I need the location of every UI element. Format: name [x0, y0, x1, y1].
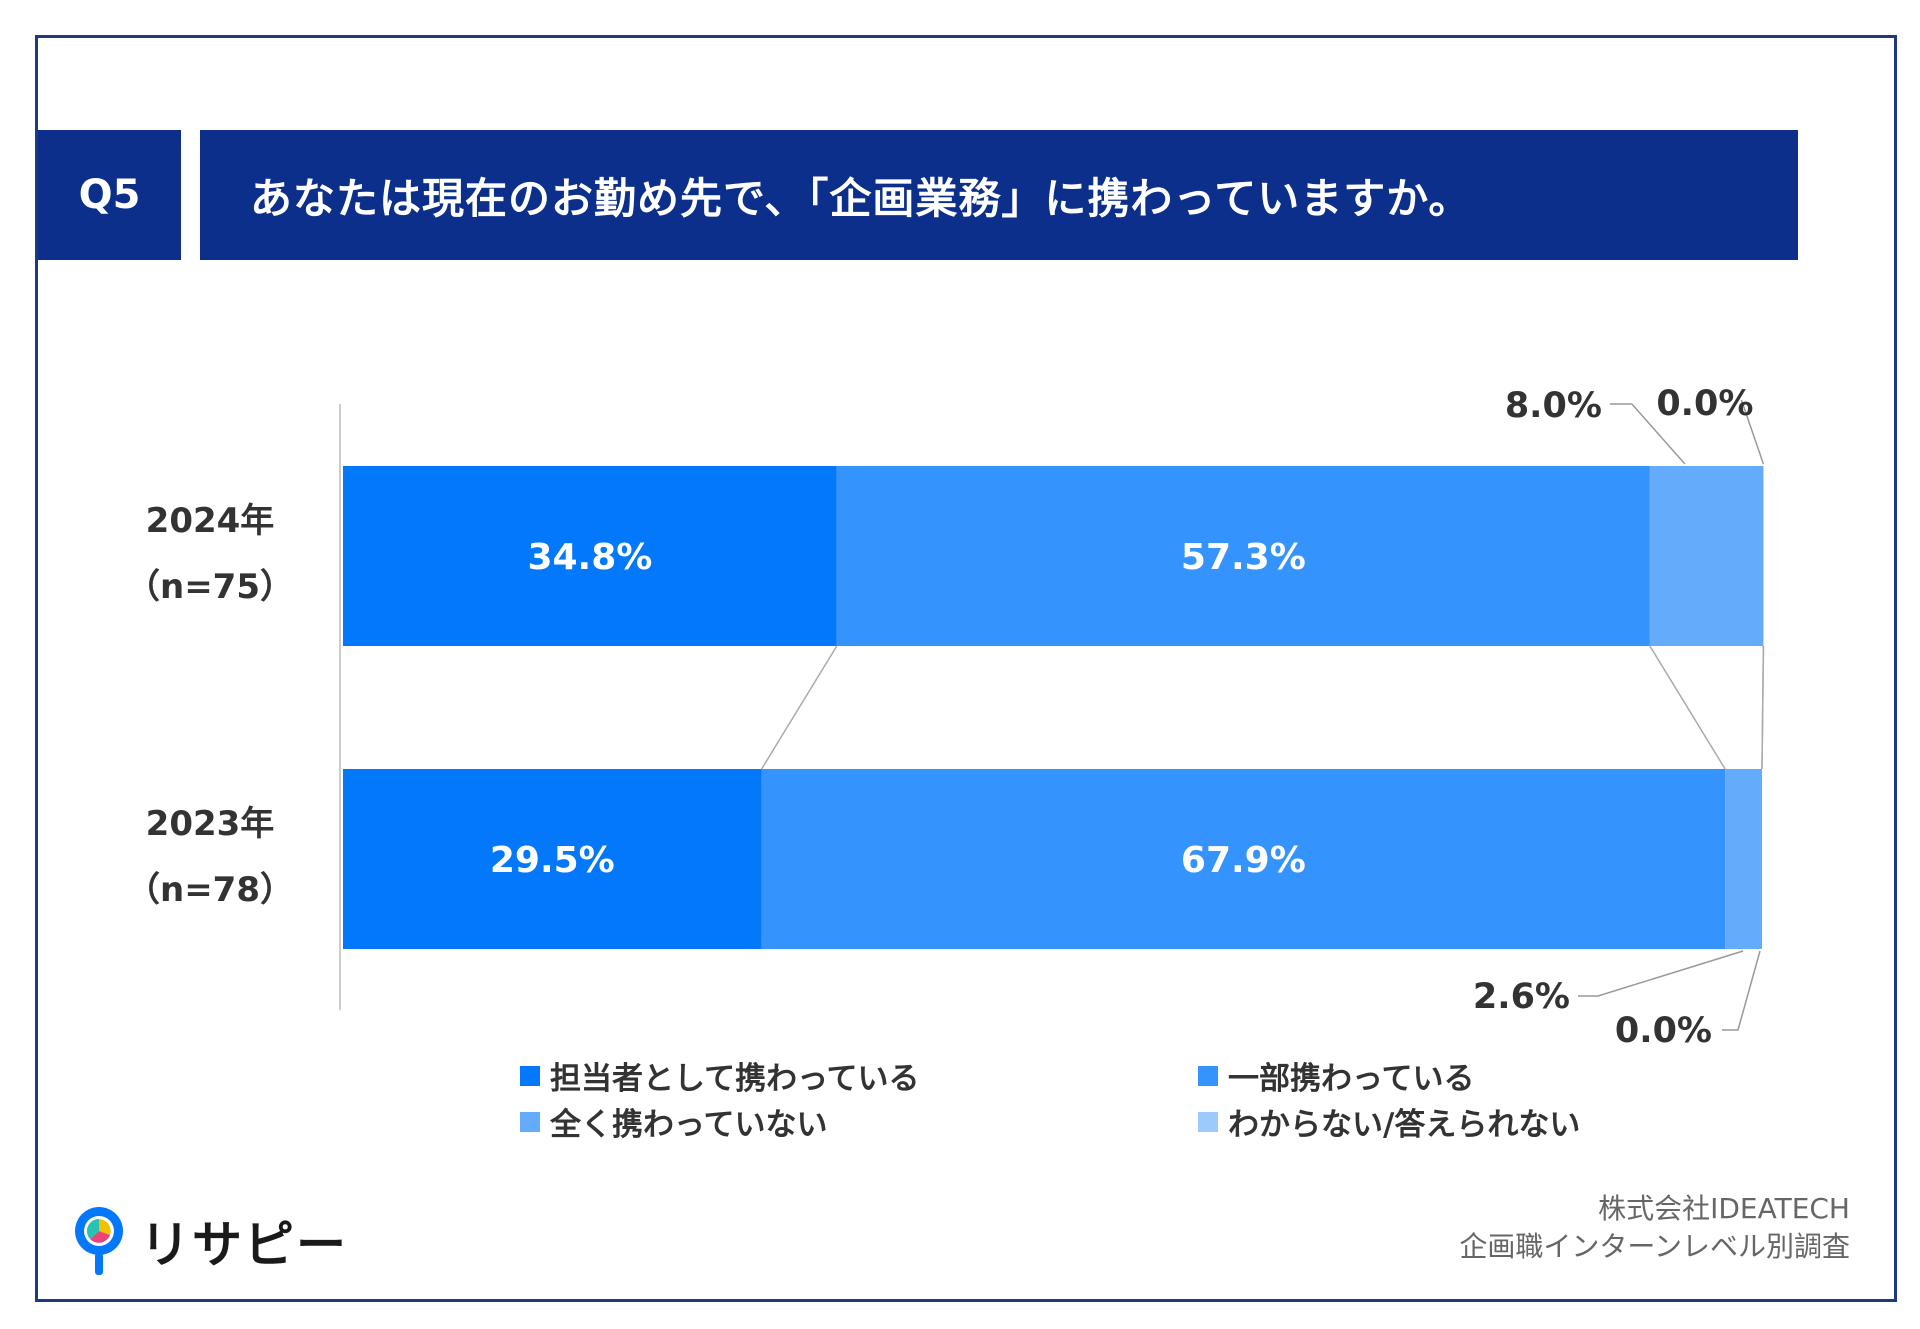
bar-segment-1-3 — [1649, 466, 1764, 646]
chart-frame: Q5 あなたは現在のお勤め先で、「企画業務」に携わっていますか。 — [35, 35, 1897, 1302]
source-credit: 株式会社IDEATECH 企画職インターンレベル別調査 — [1459, 1190, 1850, 1266]
value-label-1-3: 8.0% — [1505, 386, 1602, 426]
category-label-n-2: （n=78） — [126, 870, 294, 910]
value-label-2-2: 67.9% — [1181, 840, 1306, 881]
question-text: あなたは現在のお勤め先で、「企画業務」に携わっていますか。 — [250, 173, 1472, 223]
connector-line-2 — [1649, 645, 1726, 770]
connector-line-4 — [1761, 645, 1765, 770]
value-label-2-1: 29.5% — [490, 840, 615, 881]
brand-logo: リサピー — [70, 1205, 348, 1277]
leader-line-2024-3 — [1609, 403, 1686, 465]
legend-swatch-2 — [1198, 1065, 1218, 1086]
category-label-n-1: （n=75） — [126, 567, 294, 607]
legend-swatch-4 — [1198, 1111, 1218, 1132]
value-label-1-4: 0.0% — [1656, 384, 1753, 424]
legend-swatch-3 — [520, 1111, 540, 1132]
value-label-1-2: 57.3% — [1181, 537, 1306, 578]
legend-item-4: わからない/答えられない — [1198, 1099, 1580, 1144]
question-number: Q5 — [38, 130, 181, 260]
legend-label-1: 担当者として携わっている — [550, 1061, 920, 1097]
legend-item-2: 一部携わっている — [1198, 1053, 1474, 1098]
bar-segment-2-1 — [343, 769, 762, 949]
connector-line-1 — [760, 645, 838, 770]
value-label-2-4: 0.0% — [1615, 1011, 1712, 1051]
legend-label-3: 全く携わっていない — [550, 1107, 828, 1143]
legend-item-1: 担当者として携わっている — [520, 1053, 920, 1098]
leader-line-2023-3 — [1578, 950, 1744, 997]
question-title: あなたは現在のお勤め先で、「企画業務」に携わっていますか。 — [200, 130, 1798, 260]
leader-line-2023-4 — [1722, 950, 1761, 1031]
legend-swatch-1 — [520, 1065, 540, 1086]
source-company: 株式会社IDEATECH — [1598, 1192, 1850, 1225]
leader-line-2024-4 — [1740, 399, 1765, 465]
legend-label-2: 一部携わっている — [1228, 1061, 1475, 1097]
category-label-year-2: 2023年 — [146, 804, 275, 844]
bar-segment-2-3 — [1725, 769, 1762, 949]
value-label-2-3: 2.6% — [1473, 977, 1570, 1017]
legend-item-3: 全く携わっていない — [520, 1099, 827, 1144]
bar-segment-1-1 — [343, 466, 837, 646]
pin-logo-icon — [75, 1207, 123, 1275]
source-survey: 企画職インターンレベル別調査 — [1459, 1230, 1850, 1263]
bar-segment-1-2 — [836, 466, 1650, 646]
value-label-1-1: 34.8% — [527, 537, 652, 578]
category-label-year-1: 2024年 — [146, 501, 275, 541]
legend-label-4: わからない/答えられない — [1228, 1107, 1581, 1143]
logo-text: リサピー — [140, 1216, 348, 1274]
bar-segment-2-2 — [761, 769, 1726, 949]
